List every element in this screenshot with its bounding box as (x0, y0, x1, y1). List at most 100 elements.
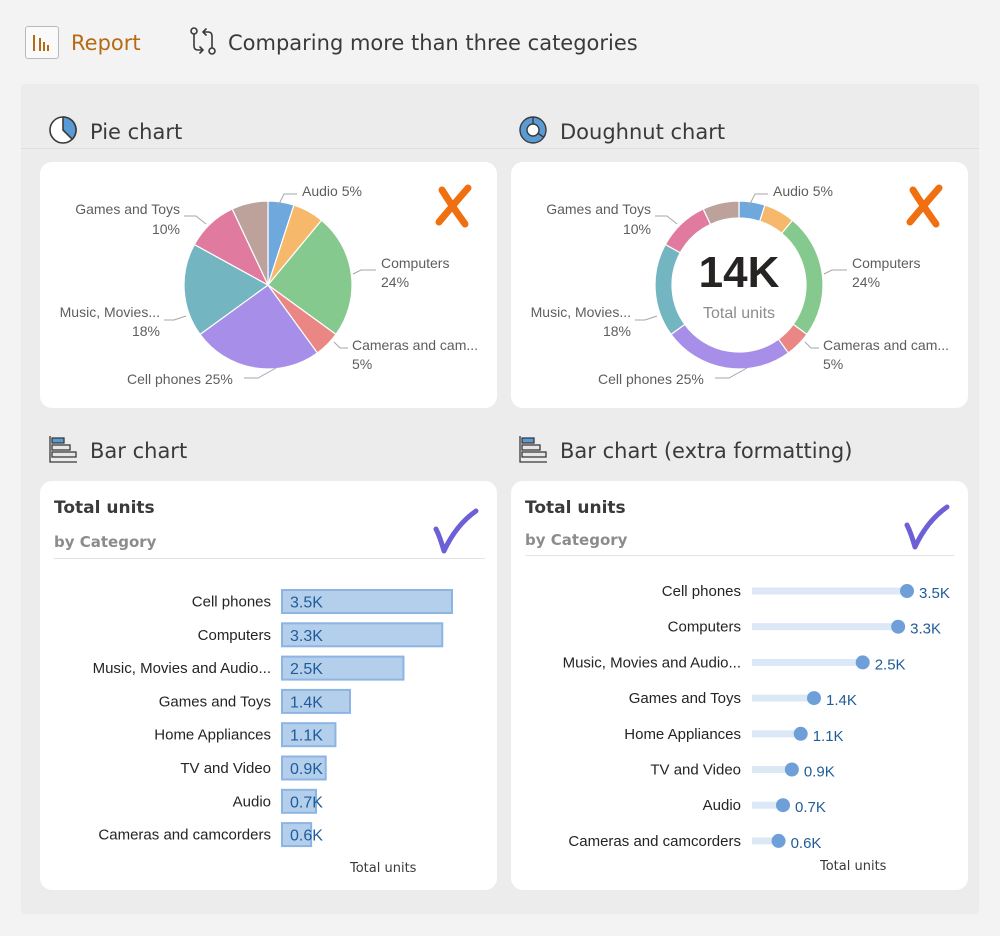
chart-slice[interactable] (654, 243, 686, 336)
category-label: Audio (233, 793, 271, 810)
lollipop-dot[interactable] (807, 691, 821, 706)
lollipop-dot[interactable] (771, 833, 786, 848)
slice-label: Cameras and cam... (823, 337, 949, 353)
report-label: Report (71, 30, 141, 55)
chart-slice[interactable] (267, 219, 353, 336)
section-title-label: Bar chart (90, 439, 188, 463)
top-bar: Report Comparing more than three categor… (0, 0, 1000, 84)
slice-label: Computers (852, 255, 920, 271)
slice-label: 10% (623, 221, 651, 237)
chart-slice[interactable] (664, 208, 712, 254)
compare-arrows-icon (188, 26, 218, 60)
category-label: Cameras and camcorders (568, 833, 741, 850)
slice-label: Music, Movies... (531, 304, 631, 320)
pie-chart-icon (48, 115, 78, 149)
data-label: 0.6K (791, 835, 822, 852)
section-title-doughnut: Doughnut chart (518, 115, 725, 149)
lollipop-stem (752, 837, 779, 845)
lollipop-dot[interactable] (793, 726, 808, 741)
lollipop-dot[interactable] (891, 619, 906, 634)
category-label: Cell phones (662, 583, 741, 600)
lollipop-stem (752, 587, 907, 595)
lollipop-dot[interactable] (855, 655, 870, 670)
bar[interactable] (281, 722, 337, 748)
bar[interactable] (281, 655, 405, 681)
section-title-label: Bar chart (extra formatting) (560, 439, 853, 463)
slice-label: Cell phones 25% (127, 371, 233, 387)
category-label: TV and Video (650, 762, 741, 779)
section-title-label: Doughnut chart (560, 120, 726, 144)
category-label: Computers (668, 619, 741, 636)
chart-slice[interactable] (780, 219, 824, 336)
section-title-label: Pie chart (90, 120, 183, 144)
bar-chart-horizontal-icon (518, 434, 548, 468)
slice-label: 5% (352, 356, 372, 372)
chart-slice[interactable] (670, 323, 790, 370)
bar[interactable] (281, 622, 444, 648)
leader-line (277, 193, 297, 207)
category-label: Cell phones (192, 594, 271, 611)
bar-card-title: Total units (54, 498, 155, 518)
section-title-pie: Pie chart (48, 115, 182, 149)
card-divider (54, 558, 485, 559)
section-title-bar-extra: Bar chart (extra formatting) (518, 434, 852, 468)
bar[interactable] (281, 589, 453, 614)
bar-chart-icon (25, 26, 59, 59)
data-label: 3.5K (919, 585, 950, 602)
chart-slice[interactable] (702, 200, 740, 226)
section-title-bar: Bar chart (48, 434, 187, 468)
data-label: 1.1K (813, 728, 844, 745)
x-axis-title: Total units (820, 859, 887, 874)
slice-label: 24% (381, 274, 409, 290)
data-label: 1.1K (290, 728, 323, 745)
data-label: 0.9K (804, 764, 835, 781)
doughnut-chart-icon (518, 115, 548, 149)
slice-label: Computers (381, 255, 449, 271)
data-label: 0.7K (290, 794, 323, 811)
pie-chart-card[interactable]: Audio 5% Computers 24% Cameras and cam... 5%… (40, 162, 497, 408)
chart-slice[interactable] (199, 284, 319, 370)
category-label: Games and Toys (159, 693, 271, 710)
leader-line (635, 315, 658, 321)
lollipop-dot[interactable] (900, 584, 914, 598)
slice-label: Music, Movies... (60, 304, 160, 320)
slice-label: 18% (603, 323, 631, 339)
doughnut-center-label: Total units (703, 305, 775, 322)
slice-label: Cell phones 25% (598, 371, 704, 387)
bar[interactable] (281, 822, 313, 848)
bar[interactable] (281, 755, 327, 781)
bar-card-subtitle: by Category (54, 533, 157, 551)
data-label: 3.3K (290, 628, 323, 645)
leader-line (655, 215, 678, 225)
lollipop-dot[interactable] (776, 798, 790, 813)
bar[interactable] (281, 788, 317, 814)
category-label: Music, Movies and Audio... (93, 660, 271, 677)
data-label: 3.5K (290, 595, 323, 612)
leader-line (244, 367, 277, 379)
slice-label: 5% (823, 356, 843, 372)
category-label: Home Appliances (624, 726, 741, 743)
report-button[interactable]: Report (25, 26, 141, 59)
leader-line (748, 193, 768, 207)
slice-label: Games and Toys (546, 201, 651, 217)
data-label: 0.6K (290, 828, 323, 845)
slice-label: 18% (132, 323, 160, 339)
doughnut-center-value: 14K (699, 248, 780, 297)
lollipop-stem (752, 801, 783, 809)
data-label: 2.5K (875, 656, 906, 673)
chart-slice[interactable] (231, 200, 269, 286)
chart-slice[interactable] (183, 243, 270, 336)
lollipop-dot[interactable] (784, 762, 799, 777)
bar[interactable] (281, 688, 351, 714)
lollipop-stem (752, 766, 792, 773)
data-label: 1.4K (290, 694, 323, 711)
bar-chart-card[interactable]: Total units by Category Cell phones 3.5K C… (40, 481, 497, 890)
category-label: TV and Video (180, 760, 271, 777)
doughnut-chart-card[interactable]: Audio 5% Computers 24% Cameras and cam... 5%… (511, 162, 968, 408)
data-label: 2.5K (290, 661, 323, 678)
bar-chart-extra-card[interactable]: Total units by Category Cell phones 3.5K C… (511, 481, 968, 890)
lollipop-stem (752, 623, 899, 631)
data-label: 3.3K (910, 621, 941, 638)
lollipop-bar-chart: Cell phones 3.5K Computers 3.3K Music, Movie… (563, 583, 950, 852)
lollipop-stem (752, 658, 863, 666)
